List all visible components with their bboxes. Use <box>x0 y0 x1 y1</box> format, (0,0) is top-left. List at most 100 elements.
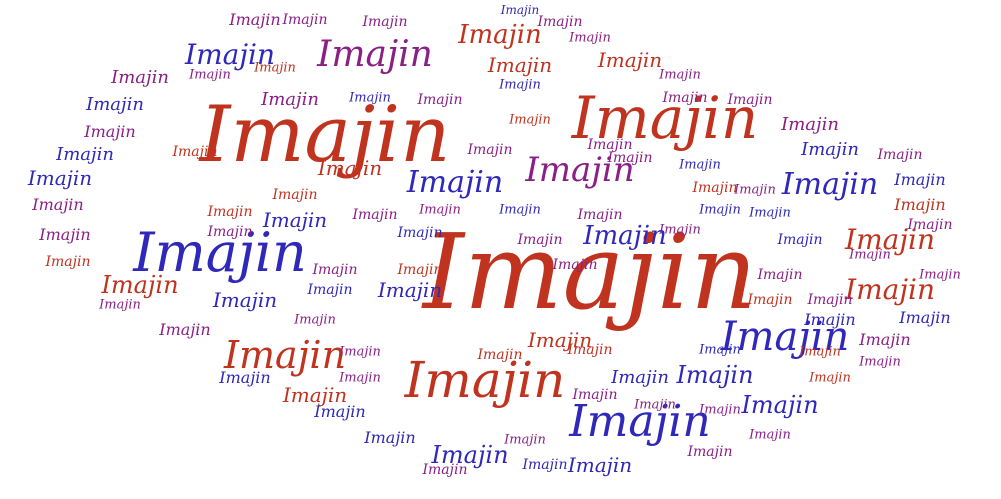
cloud-word: Imajin <box>877 147 923 163</box>
cloud-word: Imajin <box>845 223 935 256</box>
cloud-word: Imajin <box>282 383 348 407</box>
cloud-word: Imajin <box>199 90 451 180</box>
cloud-word: Imajin <box>607 150 653 166</box>
cloud-word: Imajin <box>781 167 879 202</box>
cloud-word: Imajin <box>572 387 618 403</box>
cloud-word: Imajin <box>757 267 803 283</box>
cloud-word: Imajin <box>734 182 776 198</box>
cloud-word: Imajin <box>517 232 563 248</box>
cloud-word: Imajin <box>552 257 598 273</box>
cloud-word: Imajin <box>294 312 336 328</box>
cloud-word: Imajin <box>899 308 951 327</box>
cloud-word: Imajin <box>527 328 593 352</box>
cloud-word: Imajin <box>352 207 398 223</box>
cloud-word: Imajin <box>692 180 738 196</box>
cloud-word: Imajin <box>254 60 296 76</box>
cloud-word: Imajin <box>537 14 583 30</box>
cloud-word: Imajin <box>207 204 253 220</box>
cloud-word: Imajin <box>261 89 319 110</box>
cloud-word: Imajin <box>781 114 839 135</box>
cloud-word: Imajin <box>894 195 946 214</box>
cloud-word: Imajin <box>659 222 701 238</box>
cloud-word: Imajin <box>86 94 144 115</box>
cloud-word: Imajin <box>84 122 136 141</box>
cloud-word: Imajin <box>687 444 733 460</box>
cloud-word: Imajin <box>212 288 278 312</box>
cloud-word: Imajin <box>349 90 391 106</box>
cloud-word: Imajin <box>659 67 701 83</box>
cloud-word: Imajin <box>676 361 754 389</box>
cloud-word: Imajin <box>312 262 358 278</box>
cloud-word: Imajin <box>404 351 566 409</box>
cloud-word: Imajin <box>499 202 541 218</box>
cloud-word: Imajin <box>807 292 853 308</box>
cloud-word: Imajin <box>809 370 851 386</box>
cloud-word: Imajin <box>223 333 347 377</box>
cloud-word: Imajin <box>509 112 551 128</box>
cloud-word: Imajin <box>859 354 901 370</box>
cloud-word: Imajin <box>32 195 84 214</box>
cloud-word: Imajin <box>587 137 633 153</box>
cloud-word: Imajin <box>133 221 307 284</box>
cloud-word: Imajin <box>597 48 663 72</box>
cloud-word: Imajin <box>907 217 953 233</box>
cloud-word: Imajin <box>419 202 461 218</box>
cloud-word: Imajin <box>339 370 381 386</box>
cloud-word: Imajin <box>720 314 850 360</box>
cloud-word: Imajin <box>272 187 318 203</box>
cloud-word: Imajin <box>500 3 540 17</box>
cloud-word: Imajin <box>634 397 676 413</box>
cloud-word: Imajin <box>583 221 667 251</box>
cloud-word: Imajin <box>679 157 721 173</box>
cloud-word: Imajin <box>397 225 443 241</box>
cloud-word: Imajin <box>525 150 635 190</box>
cloud-word: Imajin <box>699 342 741 358</box>
cloud-word: Imajin <box>477 347 523 363</box>
cloud-word: Imajin <box>662 90 708 106</box>
cloud-word: Imajin <box>804 310 856 329</box>
cloud-word: Imajin <box>699 402 741 418</box>
cloud-word: Imajin <box>727 92 773 108</box>
cloud-word: Imajin <box>172 144 218 160</box>
cloud-word: Imajin <box>777 232 823 248</box>
cloud-word: Imajin <box>27 166 93 190</box>
cloud-word: Imajin <box>504 432 546 448</box>
cloud-word: Imajin <box>422 462 468 478</box>
cloud-word: Imajin <box>849 247 891 263</box>
cloud-word: Imajin <box>39 225 91 244</box>
cloud-word: Imajin <box>567 342 613 358</box>
cloud-word: Imajin <box>859 330 911 349</box>
cloud-word: Imajin <box>45 254 91 270</box>
cloud-word: Imajin <box>362 14 408 30</box>
cloud-word: Imajin <box>567 453 633 477</box>
cloud-word: Imajin <box>207 224 253 240</box>
cloud-word: Imajin <box>741 391 819 419</box>
cloud-word: Imajin <box>262 208 328 232</box>
cloud-word: Imajin <box>99 297 141 313</box>
cloud-word: Imajin <box>894 170 946 189</box>
cloud-word: Imajin <box>422 211 758 333</box>
cloud-word: Imajin <box>699 202 741 218</box>
cloud-word: Imajin <box>339 344 381 360</box>
cloud-word: Imajin <box>282 12 328 28</box>
cloud-word: Imajin <box>159 320 211 339</box>
cloud-word: Imajin <box>569 396 711 447</box>
cloud-word: Imajin <box>467 142 513 158</box>
cloud-word: Imajin <box>569 30 611 46</box>
cloud-word: Imajin <box>799 344 841 360</box>
cloud-word: Imajin <box>56 144 114 165</box>
cloud-word: Imajin <box>845 273 935 306</box>
cloud-word: Imajin <box>307 282 353 298</box>
cloud-word: Imajin <box>377 278 443 302</box>
cloud-word: Imajin <box>317 156 383 180</box>
cloud-word: Imajin <box>749 205 791 221</box>
cloud-word: Imajin <box>919 267 961 283</box>
cloud-word: Imajin <box>185 38 275 71</box>
cloud-word: Imajin <box>314 402 366 421</box>
cloud-word: Imajin <box>499 77 541 93</box>
cloud-word: Imajin <box>317 34 433 75</box>
cloud-word: Imajin <box>101 271 179 299</box>
cloud-word: Imajin <box>397 262 443 278</box>
cloud-word: Imajin <box>219 368 271 387</box>
